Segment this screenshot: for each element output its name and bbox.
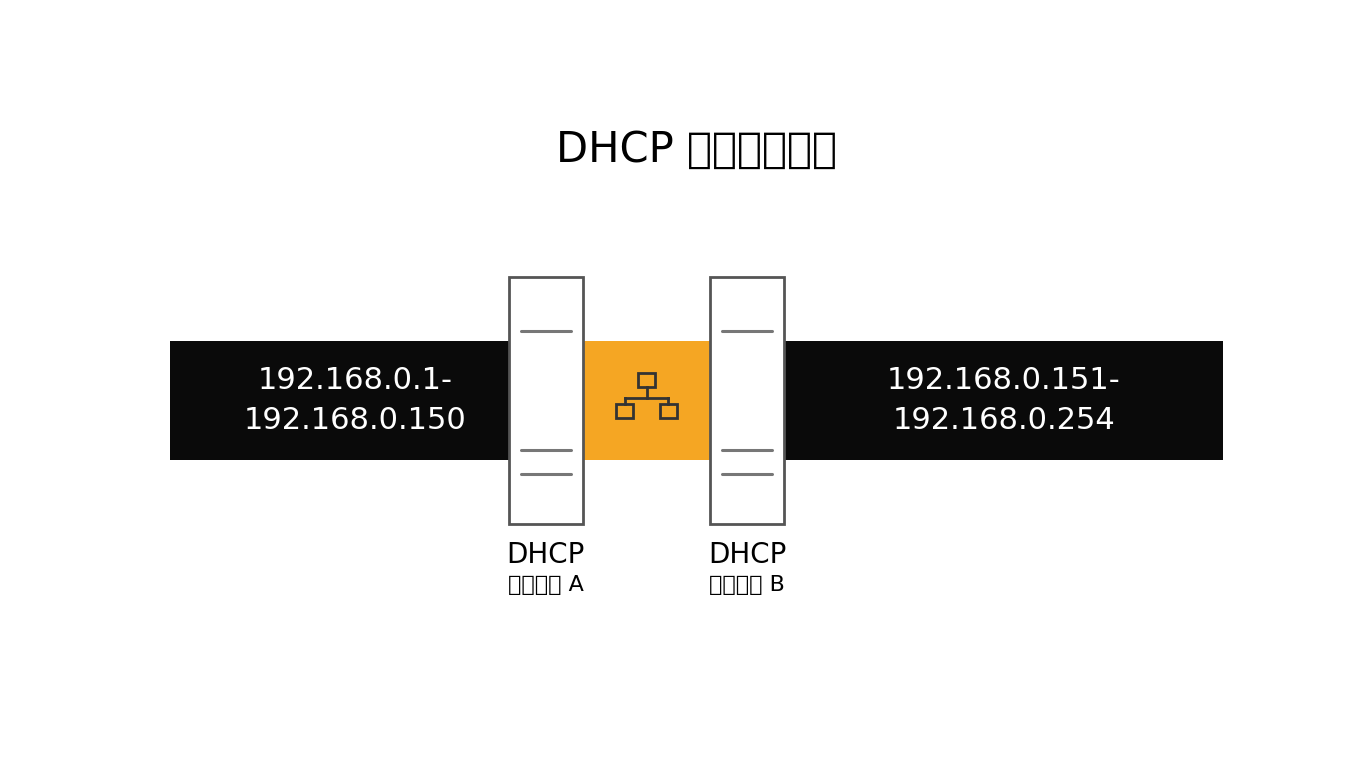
Text: サーバー B: サーバー B [709,576,786,595]
Text: DHCP: DHCP [708,540,787,568]
Bar [747,341,1223,460]
Bar [616,404,633,418]
Bar [711,277,784,524]
Bar [659,404,677,418]
Text: DHCP 分割スコープ: DHCP 分割スコープ [556,129,837,171]
Text: サーバー A: サーバー A [508,576,583,595]
Bar [170,341,546,460]
Bar [546,341,747,460]
Bar [637,373,655,388]
Text: 192.168.0.1-
192.168.0.150: 192.168.0.1- 192.168.0.150 [243,366,466,435]
Text: 192.168.0.151-
192.168.0.254: 192.168.0.151- 192.168.0.254 [886,366,1120,435]
Text: DHCP: DHCP [507,540,584,568]
Bar [508,277,583,524]
